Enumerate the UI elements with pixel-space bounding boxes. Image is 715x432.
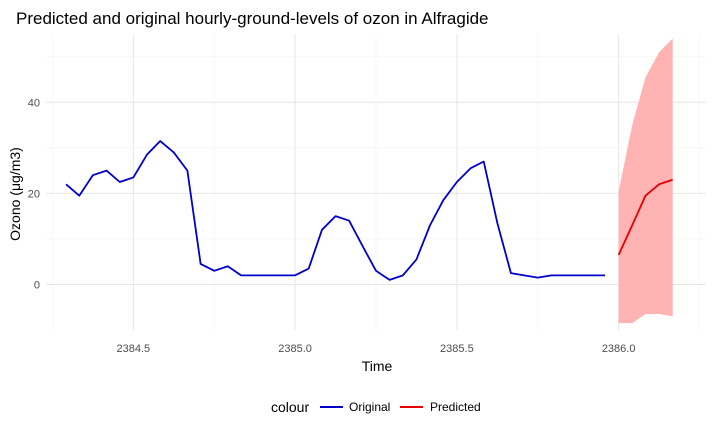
- grid: [46, 34, 706, 330]
- legend-label-original: Original: [349, 400, 390, 414]
- series-line-predicted: [617, 178, 673, 256]
- legend: colour Original Predicted: [271, 399, 481, 415]
- x-tick-label: 2385.0: [278, 343, 312, 355]
- legend-title: colour: [271, 399, 309, 415]
- x-tick-label: 2386.0: [602, 343, 636, 355]
- x-tick-label: 2385.5: [440, 343, 474, 355]
- y-axis-title: Ozono (μg/m3): [7, 147, 23, 241]
- x-axis-title: Time: [362, 358, 393, 374]
- y-axis-ticks: 0 20 40: [28, 97, 40, 291]
- confidence-band-layer: [618, 38, 673, 324]
- x-tick-label: 2384.5: [117, 343, 151, 355]
- y-tick-label: 20: [28, 188, 40, 200]
- y-tick-label: 0: [34, 279, 40, 291]
- series-line-original: [65, 140, 606, 281]
- y-tick-label: 40: [28, 97, 40, 109]
- chart-title: Predicted and original hourly-ground-lev…: [16, 9, 489, 28]
- legend-label-predicted: Predicted: [430, 400, 481, 414]
- series-layer: [65, 140, 673, 281]
- x-axis-ticks: 2384.5 2385.0 2385.5 2386.0: [117, 343, 636, 355]
- prediction-interval-band: [618, 38, 673, 324]
